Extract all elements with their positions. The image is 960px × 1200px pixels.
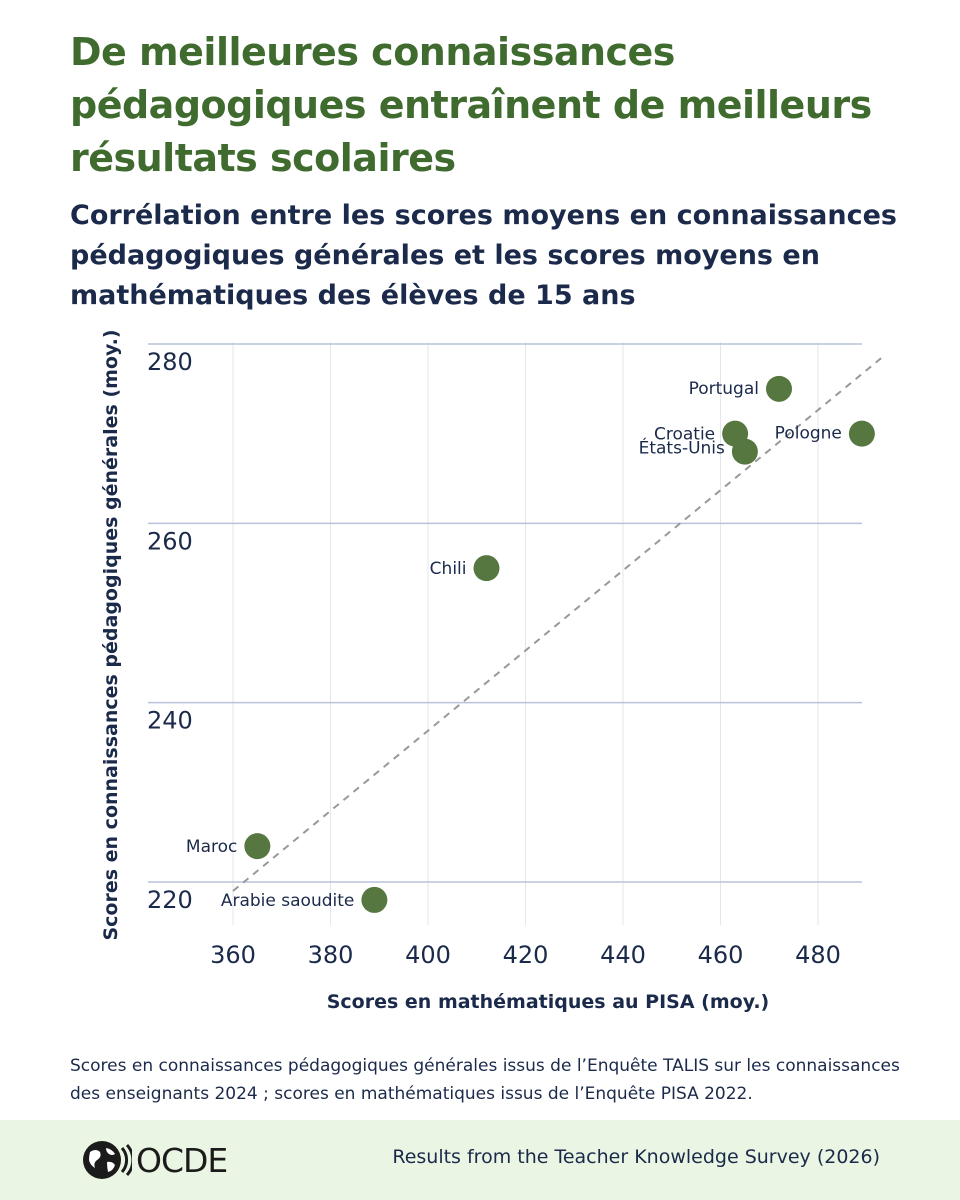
globe-icon [83, 1141, 132, 1179]
y-tick-label: 220 [147, 886, 193, 914]
source-note: Scores en connaissances pédagogiques gén… [70, 1056, 900, 1104]
x-tick-label: 360 [210, 941, 256, 969]
x-tick-label: 460 [698, 941, 744, 969]
oecd-logo[interactable]: OCDE [80, 1138, 228, 1182]
y-tick-label: 240 [147, 707, 193, 735]
point-label: Portugal [689, 379, 759, 399]
x-tick-label: 400 [405, 941, 451, 969]
trendline-layer [232, 355, 885, 892]
chart-title: De meilleures connaissances pédagogiques… [70, 30, 872, 180]
x-tick-label: 420 [503, 941, 549, 969]
y-axis-title: Scores en connaissances pédagogiques gén… [100, 330, 122, 941]
data-point [244, 833, 271, 860]
tick-labels: 360 380 400 420 440 460 480 220 240 260 280 [147, 348, 841, 969]
point-label: États-Unis [639, 437, 725, 459]
footer-bar: OCDE Results from the Teacher Knowledge … [0, 1120, 960, 1200]
y-tick-label: 280 [147, 348, 193, 376]
data-point [361, 886, 388, 913]
x-tick-label: 380 [308, 941, 354, 969]
data-points [244, 375, 875, 913]
point-label: Pologne [775, 424, 842, 444]
point-label: Croatie [654, 425, 715, 445]
point-label: Chili [430, 559, 467, 579]
logo-text: OCDE [136, 1140, 228, 1180]
x-tick-label: 480 [795, 941, 841, 969]
point-label: Maroc [186, 837, 237, 857]
chart-subtitle: Corrélation entre les scores moyens en c… [70, 200, 898, 311]
data-point [848, 420, 875, 447]
trendline [232, 355, 885, 892]
y-tick-label: 260 [147, 527, 193, 555]
data-point [731, 438, 758, 465]
grid-lines [148, 342, 862, 925]
data-point [473, 555, 500, 582]
x-tick-label: 440 [600, 941, 646, 969]
point-label: Arabie saoudite [221, 891, 355, 911]
scatter-chart: 360 380 400 420 440 460 480 220 240 260 280 Portug… [100, 330, 885, 1013]
data-point [766, 375, 792, 402]
footer-source: Results from the Teacher Knowledge Surve… [392, 1146, 880, 1168]
x-axis-title: Scores en mathématiques au PISA (moy.) [327, 991, 770, 1013]
